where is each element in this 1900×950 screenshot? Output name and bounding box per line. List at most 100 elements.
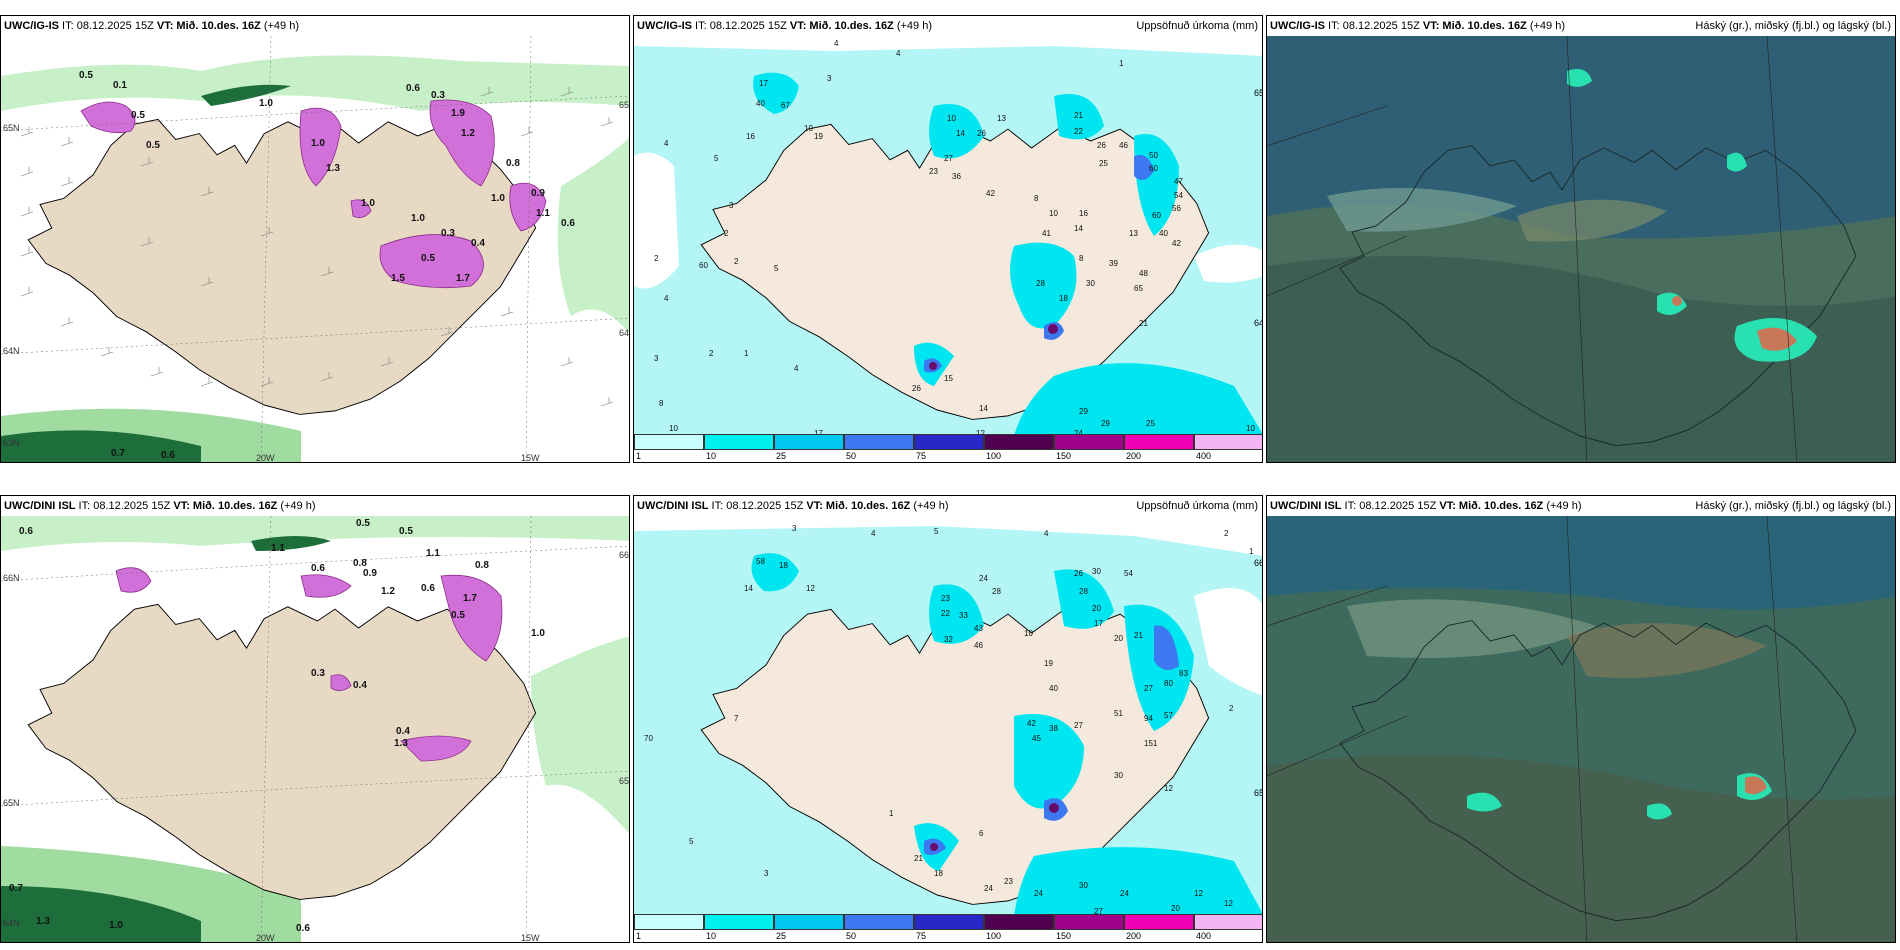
colorbar-tick: 200 xyxy=(1126,931,1142,941)
svg-text:43: 43 xyxy=(974,624,983,633)
lead-time: (+49 h) xyxy=(277,500,316,512)
svg-text:46: 46 xyxy=(974,641,983,650)
svg-text:57: 57 xyxy=(1164,711,1173,720)
wind-band xyxy=(557,137,629,334)
svg-text:28: 28 xyxy=(1036,279,1045,288)
colorbar-tick: 200 xyxy=(1126,451,1142,461)
colorbar-swatch xyxy=(1054,914,1124,930)
lon-label: 20W xyxy=(256,453,275,463)
svg-text:16: 16 xyxy=(1079,209,1088,218)
svg-text:2: 2 xyxy=(1229,704,1234,713)
valid-time: VT: Mið. 10.des. 16Z xyxy=(156,20,261,32)
model-name: UWC/DINI ISL xyxy=(1270,500,1342,512)
svg-text:42: 42 xyxy=(1172,239,1181,248)
svg-text:0.3: 0.3 xyxy=(311,668,325,679)
precip-heavy xyxy=(924,625,1179,856)
svg-text:19: 19 xyxy=(1044,659,1053,668)
valid-time: VT: Mið. 10.des. 16Z xyxy=(1422,20,1527,32)
svg-text:12: 12 xyxy=(1194,889,1203,898)
svg-text:8: 8 xyxy=(1079,254,1084,263)
svg-text:0.8: 0.8 xyxy=(506,158,520,169)
svg-text:21: 21 xyxy=(1134,631,1143,640)
svg-text:27: 27 xyxy=(1074,721,1083,730)
cloud-map xyxy=(1267,36,1895,462)
snow-wind-map: 65N 64N 63N 65N 64N 20W 15W 0.5 0.1 0.5 … xyxy=(1,36,629,463)
colorbar-swatch xyxy=(634,434,704,450)
svg-text:50: 50 xyxy=(1149,151,1158,160)
svg-text:23: 23 xyxy=(929,167,938,176)
precip-map: 66N 65N 3 4 5 4 2 1 58 18 14 12 24 28 26… xyxy=(634,516,1262,916)
colorbar-tick: 50 xyxy=(846,451,857,461)
svg-text:0.6: 0.6 xyxy=(296,923,310,934)
panel-header: UWC/DINI ISL IT: 08.12.2025 15Z VT: Mið.… xyxy=(634,496,1262,516)
snow-areas xyxy=(80,99,547,289)
colorbar-swatch xyxy=(914,914,984,930)
svg-text:36: 36 xyxy=(952,172,961,181)
lat-label: 64N xyxy=(3,346,20,356)
svg-text:1.0: 1.0 xyxy=(411,213,425,224)
panel-field-title: Háský (gr.), miðský (fj.bl.) og lágský (… xyxy=(1695,20,1891,32)
colorbar-tick: 400 xyxy=(1196,451,1212,461)
svg-text:20: 20 xyxy=(1092,604,1101,613)
colorbar-tick: 25 xyxy=(776,451,787,461)
svg-text:1.0: 1.0 xyxy=(311,138,325,149)
panel-top-left: UWC/IG-IS IT: 08.12.2025 15Z VT: Mið. 10… xyxy=(0,15,630,463)
wind-barbs xyxy=(20,87,614,407)
colorbar-swatch xyxy=(844,914,914,930)
snow-areas xyxy=(115,567,503,762)
svg-text:27: 27 xyxy=(1144,684,1153,693)
colorbar-tick: 25 xyxy=(776,931,787,941)
wind-band xyxy=(1,55,629,111)
svg-text:0.5: 0.5 xyxy=(451,610,465,621)
svg-text:0.6: 0.6 xyxy=(561,218,575,229)
svg-text:0.5: 0.5 xyxy=(131,110,145,121)
svg-text:4: 4 xyxy=(834,39,839,48)
init-time: IT: 08.12.2025 15Z xyxy=(692,20,790,32)
svg-text:0.6: 0.6 xyxy=(421,583,435,594)
lat-label: 64N xyxy=(1254,318,1263,328)
svg-text:33: 33 xyxy=(959,611,968,620)
precip-extreme xyxy=(929,324,1058,370)
valid-time: VT: Mið. 10.des. 16Z xyxy=(806,500,911,512)
cloud-map xyxy=(1267,516,1895,942)
svg-text:4: 4 xyxy=(1044,529,1049,538)
panel-field-title: Uppsöfnuð úrkoma (mm) xyxy=(1136,500,1258,512)
panel-bottom-left: UWC/DINI ISL IT: 08.12.2025 15Z VT: Mið.… xyxy=(0,495,630,943)
svg-text:1.0: 1.0 xyxy=(361,198,375,209)
svg-text:0.6: 0.6 xyxy=(311,563,325,574)
svg-text:1.2: 1.2 xyxy=(461,128,475,139)
panel-bottom-middle: UWC/DINI ISL IT: 08.12.2025 15Z VT: Mið.… xyxy=(633,495,1263,943)
lead-time: (+49 h) xyxy=(1526,20,1565,32)
svg-text:54: 54 xyxy=(1124,569,1133,578)
svg-text:10: 10 xyxy=(1024,629,1033,638)
svg-text:10: 10 xyxy=(804,124,813,133)
svg-text:3: 3 xyxy=(764,869,769,878)
svg-text:0.8: 0.8 xyxy=(353,558,367,569)
svg-text:3: 3 xyxy=(654,354,659,363)
svg-text:24: 24 xyxy=(1120,889,1129,898)
svg-text:22: 22 xyxy=(1074,127,1083,136)
svg-text:0.5: 0.5 xyxy=(421,253,435,264)
svg-text:28: 28 xyxy=(1079,587,1088,596)
svg-text:40: 40 xyxy=(1159,229,1168,238)
svg-text:0.4: 0.4 xyxy=(353,680,367,691)
svg-text:83: 83 xyxy=(1179,669,1188,678)
svg-text:1.0: 1.0 xyxy=(259,98,273,109)
svg-text:1.0: 1.0 xyxy=(531,628,545,639)
svg-text:1.1: 1.1 xyxy=(536,208,550,219)
valid-time: VT: Mið. 10.des. 16Z xyxy=(173,500,278,512)
svg-text:38: 38 xyxy=(1049,724,1058,733)
svg-text:4: 4 xyxy=(871,529,876,538)
svg-text:32: 32 xyxy=(944,635,953,644)
svg-text:10: 10 xyxy=(669,424,678,433)
svg-text:0.9: 0.9 xyxy=(531,188,545,199)
lon-label: 15W xyxy=(521,933,540,943)
lat-label: 65N xyxy=(3,123,20,133)
svg-text:3: 3 xyxy=(729,201,734,210)
svg-text:17: 17 xyxy=(814,429,823,436)
colorbar-tick: 400 xyxy=(1196,931,1212,941)
svg-text:30: 30 xyxy=(1092,567,1101,576)
precip-colorbar: 1 10 25 50 75 100 150 200 400 xyxy=(634,434,1262,462)
svg-text:41: 41 xyxy=(1042,229,1051,238)
model-name: UWC/IG-IS xyxy=(1270,20,1325,32)
